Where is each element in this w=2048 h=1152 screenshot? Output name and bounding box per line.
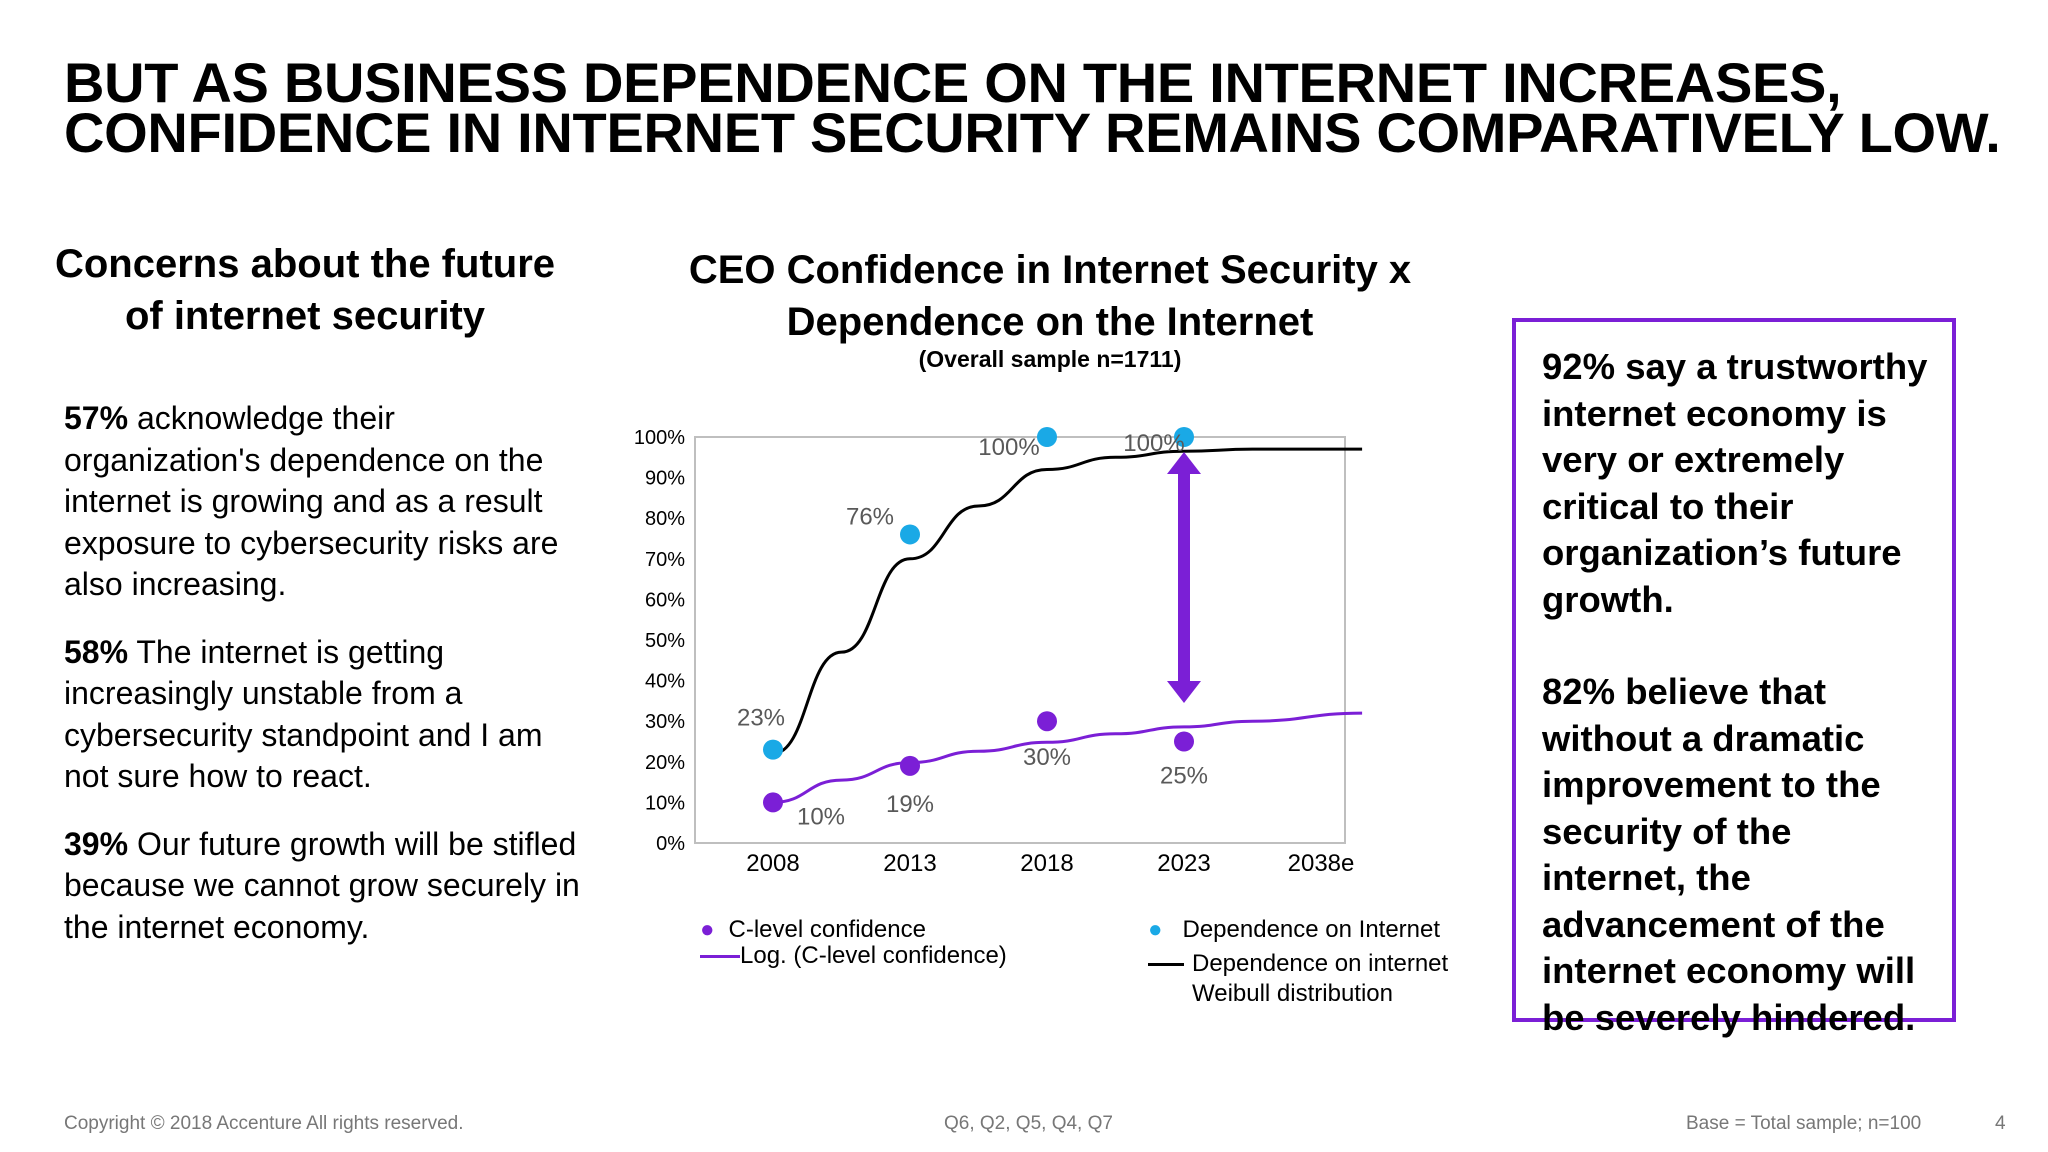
y-tick-label: 80% <box>645 508 685 530</box>
data-label: 23% <box>737 705 785 732</box>
footer-copyright: Copyright © 2018 Accenture All rights re… <box>64 1113 464 1134</box>
legend-item-weibull: Dependence on internet <box>1148 949 1448 979</box>
stat-58: 58% The internet is getting increasingly… <box>64 632 584 798</box>
stat-57: 57% acknowledge their organization's dep… <box>64 398 584 606</box>
x-tick-label: 2038e <box>1288 850 1355 877</box>
footer-page-number: 4 <box>1995 1113 2006 1134</box>
y-tick-label: 0% <box>656 833 685 855</box>
blue-dot-icon: ● <box>1148 916 1163 943</box>
concerns-title: Concerns about the future of internet se… <box>54 242 556 338</box>
dependence-point <box>1174 427 1194 447</box>
y-tick-label: 50% <box>645 630 685 652</box>
y-tick-label: 10% <box>645 792 685 814</box>
confidence-point <box>1037 711 1057 732</box>
stat-pct: 58% <box>64 633 129 670</box>
confidence-point <box>763 792 783 813</box>
x-tick-label: 2018 <box>1020 850 1073 877</box>
footer-base: Base = Total sample; n=100 <box>1686 1113 1922 1134</box>
data-label: 10% <box>797 803 845 830</box>
gap-arrow-head-up <box>1167 452 1201 474</box>
chart-title: CEO Confidence in Internet Security x De… <box>688 248 1412 344</box>
data-label: 100% <box>1123 430 1184 457</box>
data-label: 19% <box>886 791 934 818</box>
stat-text: acknowledge their organization's depende… <box>64 400 559 602</box>
dependence-point <box>1037 427 1057 447</box>
plot-frame <box>694 436 1346 844</box>
legend-right: ● Dependence on Internet Dependence on in… <box>1148 915 1448 1009</box>
purple-line-icon <box>700 955 740 959</box>
legend-label: Dependence on internet <box>1192 950 1449 977</box>
legend-item-c-level: ● C-level confidence <box>700 915 1007 945</box>
x-tick-label: 2008 <box>746 850 799 877</box>
legend-label: C-level confidence <box>728 916 926 943</box>
footer-questions: Q6, Q2, Q5, Q4, Q7 <box>944 1113 1113 1134</box>
stat-pct: 39% <box>64 825 129 862</box>
confidence-point <box>900 755 920 776</box>
chart-subtitle: (Overall sample n=1711) <box>918 346 1182 372</box>
callout-box: 92% say a trustworthy internet economy i… <box>1512 318 1956 1038</box>
log-trendline <box>772 711 1363 804</box>
black-line-icon <box>1148 963 1184 967</box>
y-tick-label: 20% <box>645 752 685 774</box>
legend-left: ● C-level confidence Log. (C-level confid… <box>700 915 1007 971</box>
legend-label: Log. (C-level confidence) <box>740 942 1007 969</box>
headline: BUT AS BUSINESS DEPENDENCE ON THE INTERN… <box>64 51 2001 164</box>
y-tick-label: 100% <box>634 427 685 449</box>
data-label: 100% <box>978 434 1039 461</box>
legend-item-weibull-2: Weibull distribution <box>1148 979 1448 1009</box>
dependence-point <box>763 739 783 760</box>
x-tick-label: 2013 <box>883 850 936 877</box>
y-tick-label: 60% <box>645 589 685 611</box>
callout-stat-82: 82% believe that without a dramatic impr… <box>1542 671 1916 1038</box>
callout-stat-92: 92% say a trustworthy internet economy i… <box>1542 346 1928 620</box>
stat-text: The internet is getting increasingly uns… <box>64 633 543 795</box>
legend-item-dependence: ● Dependence on Internet <box>1148 915 1448 945</box>
gap-arrow-head-down <box>1167 681 1201 703</box>
y-tick-label: 30% <box>645 711 685 733</box>
data-label: 25% <box>1160 763 1208 790</box>
x-tick-label: 2023 <box>1157 850 1210 877</box>
legend-label: Weibull distribution <box>1192 980 1393 1007</box>
stat-pct: 57% <box>64 400 129 436</box>
y-tick-label: 90% <box>645 468 685 490</box>
legend-item-log: Log. (C-level confidence) <box>700 941 1007 971</box>
data-label: 76% <box>846 503 894 530</box>
data-label: 30% <box>1023 744 1071 771</box>
stat-39: 39% Our future growth will be stifled be… <box>64 824 584 949</box>
dependence-point <box>900 524 920 545</box>
weibull-trendline <box>772 447 1363 756</box>
stat-text: Our future growth will be stifled becaus… <box>64 825 580 945</box>
y-tick-label: 70% <box>645 549 685 571</box>
purple-dot-icon: ● <box>700 916 715 943</box>
legend-label: Dependence on Internet <box>1182 916 1441 943</box>
y-tick-label: 40% <box>645 671 685 693</box>
concerns-panel: Concerns about the future of internet se… <box>55 238 614 974</box>
confidence-point <box>1174 731 1194 752</box>
